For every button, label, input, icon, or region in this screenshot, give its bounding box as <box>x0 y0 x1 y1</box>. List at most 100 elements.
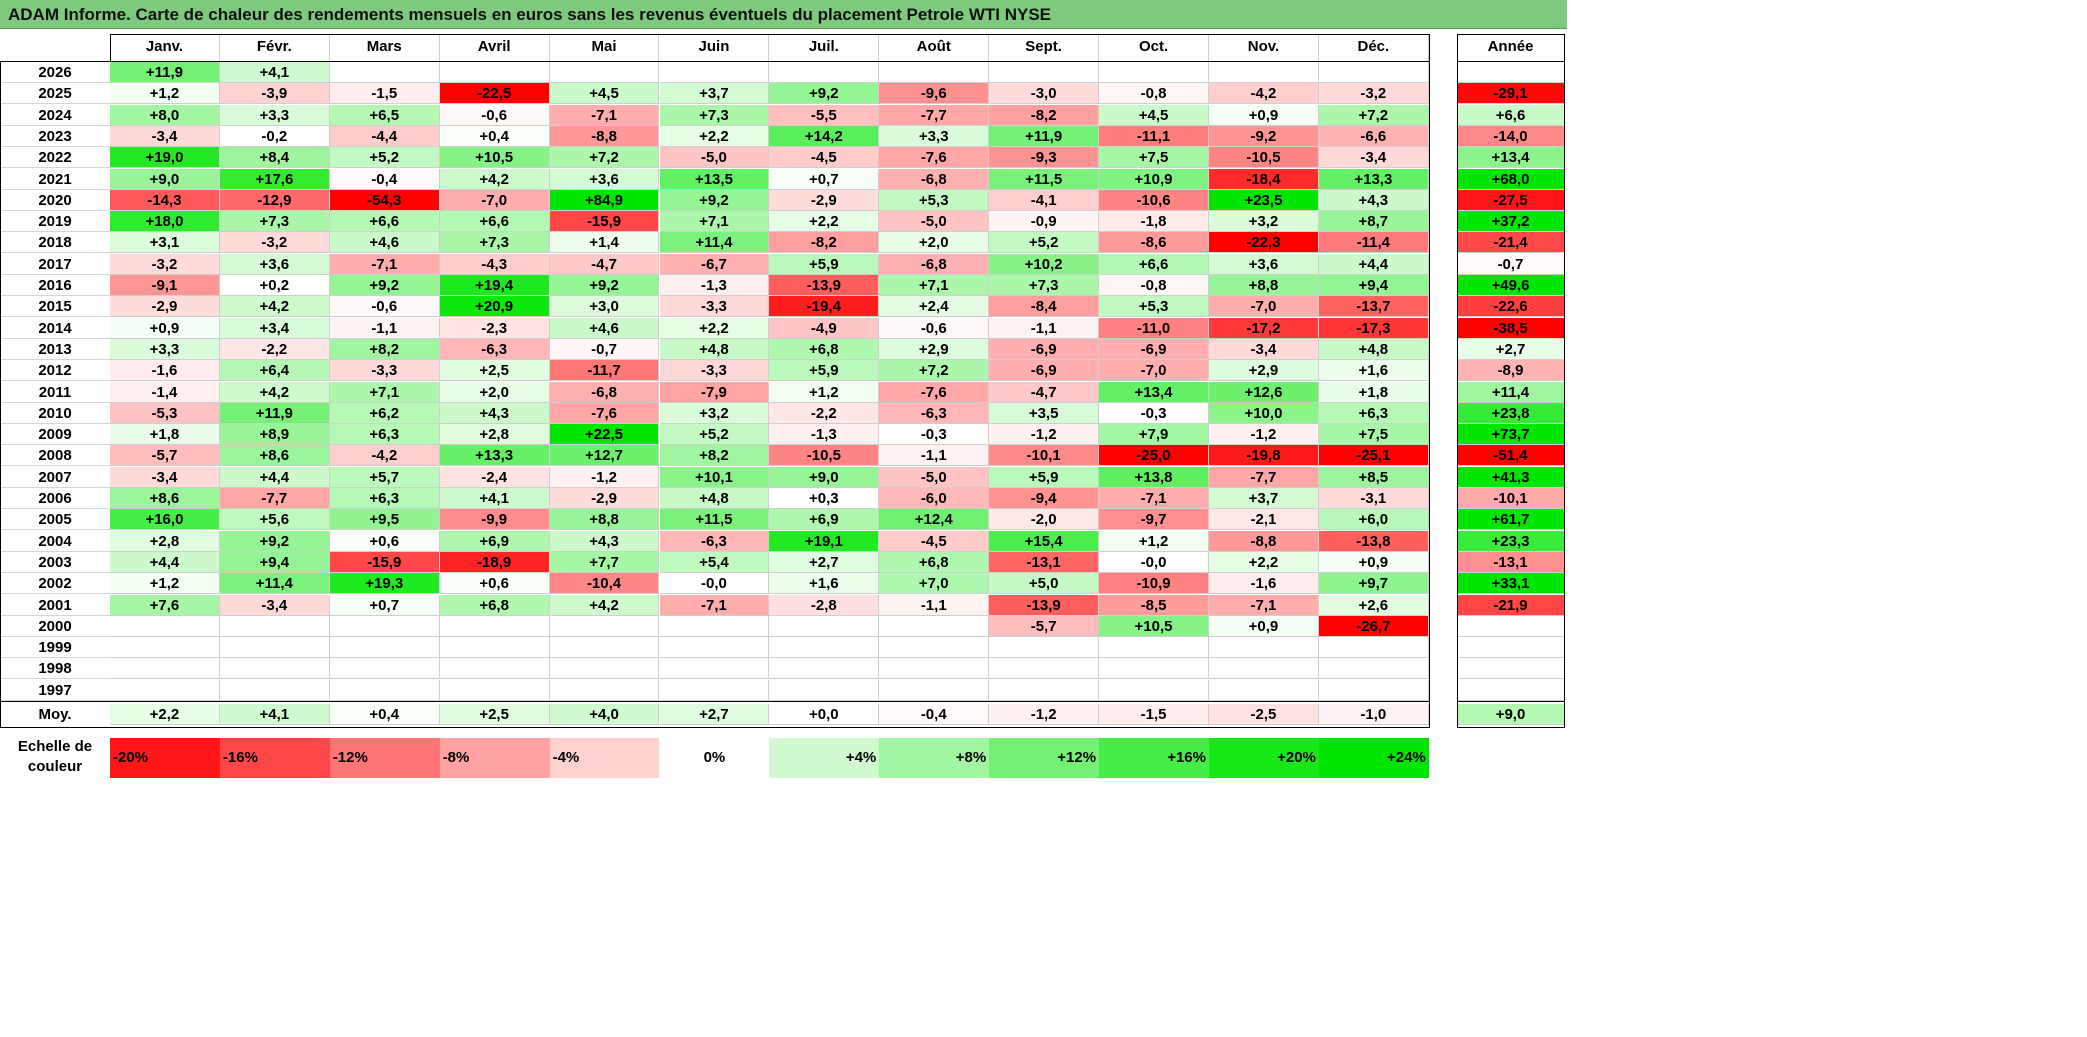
heatmap-cell: +6,9 <box>769 509 880 531</box>
heatmap-cell: +11,5 <box>989 168 1100 190</box>
heatmap-cell: -3,3 <box>659 296 770 318</box>
heatmap-cell: -0,7 <box>549 338 660 360</box>
heatmap-cell: +15,4 <box>989 530 1100 552</box>
heatmap-cell: -13,9 <box>989 594 1100 616</box>
color-scale-swatch: +20% <box>1209 738 1319 778</box>
heatmap-cell: -9,7 <box>1099 509 1209 531</box>
heatmap-cell: +2,2 <box>769 211 880 233</box>
heatmap-cell: +4,4 <box>110 551 220 573</box>
heatmap-cell: +6,3 <box>1318 402 1429 424</box>
heatmap-cell: +8,6 <box>110 488 220 509</box>
heatmap-cell: +6,8 <box>439 594 550 616</box>
heatmap-cell: +16,0 <box>110 509 220 531</box>
heatmap-cell: +5,2 <box>989 232 1100 254</box>
heatmap-cell: +10,5 <box>439 147 550 169</box>
heatmap-cell: -4,7 <box>989 381 1100 403</box>
heatmap-cell: +4,8 <box>1318 338 1429 360</box>
color-scale-swatch: -12% <box>329 738 440 778</box>
heatmap-cell: -0,3 <box>879 424 990 446</box>
heatmap-cell: +10,1 <box>659 466 770 488</box>
heatmap-cell <box>989 658 1100 680</box>
heatmap-cell: +10,9 <box>1099 168 1209 190</box>
heatmap-cell <box>1099 679 1209 701</box>
heatmap-cell: +4,3 <box>439 402 550 424</box>
heatmap-cell: +7,5 <box>1318 424 1429 446</box>
color-scale-label-line1: Echelle de <box>17 738 93 755</box>
heatmap-cell: +9,2 <box>659 189 770 211</box>
heatmap-cell: -2,9 <box>110 296 220 318</box>
year-label: 2017 <box>0 254 110 275</box>
annual-cell: -13,1 <box>1457 551 1565 573</box>
heatmap-cell <box>659 62 770 83</box>
heatmap-cell: -25,0 <box>1099 445 1209 467</box>
heatmap-cell: -8,8 <box>549 125 660 147</box>
heatmap-cell: -3,4 <box>110 466 220 488</box>
average-cell: +0,4 <box>329 704 440 725</box>
heatmap-cell <box>549 62 660 83</box>
heatmap-cell: -4,7 <box>549 253 660 275</box>
heatmap-cell: -4,5 <box>769 147 880 169</box>
heatmap-cell: -9,4 <box>989 488 1100 509</box>
heatmap-cell: +5,3 <box>1099 296 1209 318</box>
heatmap-cell: -4,2 <box>1209 83 1319 105</box>
average-cell: +4,0 <box>549 704 660 725</box>
heatmap-cell: -7,9 <box>659 381 770 403</box>
heatmap-cell: -15,9 <box>329 551 440 573</box>
heatmap-cell: -22,5 <box>439 83 550 105</box>
heatmap-cell <box>879 62 990 83</box>
heatmap-cell: +11,9 <box>219 402 330 424</box>
heatmap-cell <box>1318 679 1429 701</box>
year-label: 2009 <box>0 424 110 446</box>
heatmap-cell <box>329 62 440 83</box>
heatmap-cell: +6,2 <box>329 402 440 424</box>
heatmap-cell: +13,8 <box>1099 466 1209 488</box>
heatmap-cell: -2,4 <box>439 466 550 488</box>
heatmap-cell: -13,8 <box>1318 530 1429 552</box>
heatmap-cell: -6,3 <box>879 402 990 424</box>
heatmap-cell: +0,9 <box>110 317 220 339</box>
year-label: 1997 <box>0 680 110 701</box>
heatmap-cell: -3,3 <box>659 360 770 382</box>
heatmap-cell <box>879 658 990 680</box>
heatmap-cell: -7,7 <box>879 104 990 126</box>
heatmap-cell: -7,0 <box>439 189 550 211</box>
heatmap-cell <box>329 658 440 680</box>
heatmap-cell: -6,0 <box>879 488 990 509</box>
heatmap-cell: +3,2 <box>659 402 770 424</box>
year-label: 2010 <box>0 403 110 424</box>
heatmap-cell <box>329 679 440 701</box>
heatmap-cell: -0,8 <box>1099 83 1209 105</box>
heatmap-cell <box>549 615 660 637</box>
color-scale-swatch: +12% <box>989 738 1100 778</box>
heatmap-cell: +7,5 <box>1099 147 1209 169</box>
year-label: 2022 <box>0 147 110 169</box>
heatmap-cell <box>549 637 660 659</box>
heatmap-cell <box>1209 637 1319 659</box>
heatmap-cell: +5,9 <box>989 466 1100 488</box>
heatmap-cell: -10,9 <box>1099 573 1209 595</box>
annual-cell: +23,3 <box>1457 530 1565 552</box>
heatmap-cell: +3,7 <box>659 83 770 105</box>
heatmap-cell: -11,0 <box>1099 317 1209 339</box>
year-label: 2004 <box>0 531 110 552</box>
heatmap-cell: +7,1 <box>329 381 440 403</box>
heatmap-cell: +1,2 <box>110 573 220 595</box>
heatmap-cell: +1,2 <box>110 83 220 105</box>
annual-cell: +49,6 <box>1457 275 1565 296</box>
heatmap-cell: +2,8 <box>110 530 220 552</box>
heatmap-cell: -6,9 <box>1099 338 1209 360</box>
heatmap-cell: -7,1 <box>1099 488 1209 509</box>
heatmap-cell: -6,3 <box>439 338 550 360</box>
heatmap-cell: +17,6 <box>219 168 330 190</box>
heatmap-cell: -9,1 <box>110 275 220 296</box>
annual-cell: +13,4 <box>1457 147 1565 169</box>
month-header: Juin <box>660 34 770 62</box>
heatmap-cell: +7,3 <box>219 211 330 233</box>
heatmap-cell <box>110 615 220 637</box>
heatmap-cell: +13,4 <box>1099 381 1209 403</box>
heatmap-cell: +6,9 <box>439 530 550 552</box>
heatmap-cell: +0,3 <box>769 488 880 509</box>
heatmap-cell <box>439 679 550 701</box>
average-cell: +0,0 <box>769 704 880 725</box>
heatmap-cell: +0,9 <box>1318 551 1429 573</box>
